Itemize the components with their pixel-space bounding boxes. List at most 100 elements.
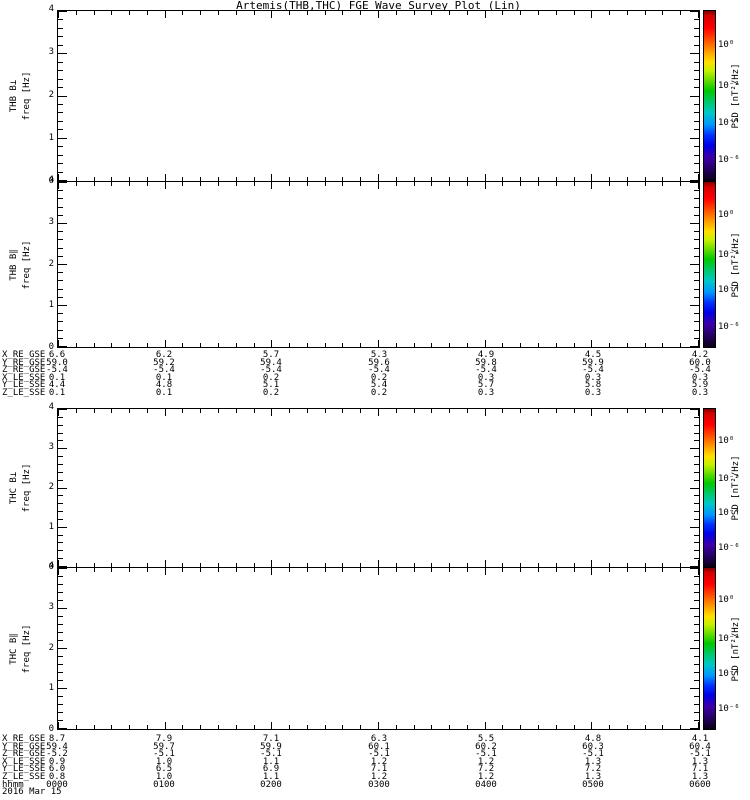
y-tick-mark xyxy=(694,321,699,322)
ephemeris-value: 59.4 xyxy=(46,742,68,752)
y-tick-mark xyxy=(58,104,63,105)
ephemeris-value: 60.3 xyxy=(582,742,604,752)
ephemeris-value: 7.1 xyxy=(691,764,709,774)
y-tick-mark xyxy=(58,568,67,569)
ephemeris-value: -5.4 xyxy=(475,365,497,375)
y-tick-mark xyxy=(58,608,67,609)
x-tick-mark xyxy=(414,343,415,347)
ephemeris-value: -5.1 xyxy=(582,749,604,759)
y-tick-mark xyxy=(58,138,67,139)
ephemeris-value: 6.5 xyxy=(155,764,173,774)
x-tick-mark xyxy=(556,11,557,15)
spectrogram-panel-thb-bpar xyxy=(57,181,700,348)
y-tick-mark xyxy=(694,433,699,434)
ephemeris-value: 7.2 xyxy=(477,764,495,774)
y-tick-mark xyxy=(694,417,699,418)
x-tick-mark xyxy=(289,182,290,186)
x-tick-mark xyxy=(698,182,699,189)
x-tick-mark xyxy=(378,182,379,189)
colorbar xyxy=(703,567,716,730)
ephemeris-value: 1.1 xyxy=(262,772,280,782)
x-tick-mark xyxy=(574,343,575,347)
x-tick-mark xyxy=(58,568,59,575)
x-tick-mark xyxy=(307,177,308,181)
x-tick-mark xyxy=(467,182,468,186)
x-tick-mark xyxy=(147,177,148,181)
y-tick-mark xyxy=(58,53,67,54)
ephemeris-value: 4.8 xyxy=(584,734,602,744)
x-tick-mark xyxy=(94,725,95,729)
x-tick-mark xyxy=(431,409,432,413)
ephemeris-value: 59.8 xyxy=(475,358,497,368)
x-tick-mark xyxy=(502,182,503,186)
y-tick-mark xyxy=(58,256,63,257)
x-tick-mark xyxy=(662,182,663,186)
y-tick-mark xyxy=(58,272,63,273)
y-tick-mark xyxy=(58,440,63,441)
x-tick-mark xyxy=(414,182,415,186)
x-tick-mark xyxy=(76,177,77,181)
x-tick-mark xyxy=(396,725,397,729)
ephemeris-value: 5.9 xyxy=(691,380,709,390)
panel-name-text: THB B∥ xyxy=(9,249,19,281)
y-tick-mark xyxy=(58,696,63,697)
x-tick-mark xyxy=(431,568,432,572)
x-tick-mark xyxy=(182,725,183,729)
y-tick-mark xyxy=(694,472,699,473)
x-tick-mark xyxy=(449,11,450,15)
y-tick-mark xyxy=(690,53,699,54)
colorbar-tick-label: 10⁻⁴ xyxy=(718,117,740,128)
x-tick-mark xyxy=(307,409,308,413)
y-tick-mark xyxy=(58,464,63,465)
colorbar-tick-label: 10⁻⁶ xyxy=(718,155,740,166)
x-tick-mark xyxy=(360,725,361,729)
y-tick-mark xyxy=(58,480,63,481)
ephemeris-row-label: Z_RE_GSE xyxy=(2,365,46,375)
x-tick-mark xyxy=(609,563,610,567)
x-tick-mark xyxy=(627,343,628,347)
x-tick-mark xyxy=(502,563,503,567)
x-tick-mark xyxy=(236,568,237,572)
x-tick-mark xyxy=(147,11,148,15)
y-tick-mark xyxy=(694,712,699,713)
y-tick-mark xyxy=(58,648,67,649)
y-tick-mark xyxy=(694,425,699,426)
x-tick-mark xyxy=(342,182,343,186)
x-tick-mark xyxy=(449,725,450,729)
y-tick-mark xyxy=(58,688,67,689)
y-tick-mark xyxy=(694,584,699,585)
y-axis-label: freq [Hz] xyxy=(22,26,37,166)
x-tick-mark xyxy=(76,725,77,729)
ephemeris-value: 60.0 xyxy=(689,358,711,368)
x-tick-mark xyxy=(449,343,450,347)
ephemeris-value: 0.1 xyxy=(155,373,173,383)
x-tick-mark xyxy=(538,725,539,729)
x-tick-mark xyxy=(325,568,326,572)
x-tick-mark xyxy=(307,11,308,15)
y-tick-mark xyxy=(58,488,67,489)
x-tick-mark xyxy=(414,563,415,567)
y-tick-mark xyxy=(694,207,699,208)
y-tick-mark xyxy=(58,425,63,426)
y-tick-mark xyxy=(694,616,699,617)
y-axis-label: freq [Hz] xyxy=(22,195,37,335)
colorbar-tick-label: 10⁻² xyxy=(718,250,740,261)
y-tick-mark xyxy=(58,664,63,665)
ephemeris-value: 5.4 xyxy=(370,380,388,390)
x-tick-mark xyxy=(538,11,539,15)
x-tick-mark xyxy=(414,177,415,181)
x-tick-mark xyxy=(591,568,592,575)
x-tick-mark xyxy=(165,174,166,181)
x-tick-mark xyxy=(360,568,361,572)
ephemeris-value: 4.9 xyxy=(477,350,495,360)
x-tick-mark xyxy=(218,409,219,413)
x-tick-mark xyxy=(609,725,610,729)
ephemeris-value: 6.9 xyxy=(262,764,280,774)
x-tick-mark xyxy=(165,560,166,567)
x-tick-mark xyxy=(165,409,166,416)
y-tick-mark xyxy=(58,456,63,457)
spectrogram-panel-thc-bperp xyxy=(57,408,700,568)
x-tick-mark xyxy=(645,563,646,567)
y-tick-mark xyxy=(58,624,63,625)
x-tick-mark xyxy=(645,725,646,729)
